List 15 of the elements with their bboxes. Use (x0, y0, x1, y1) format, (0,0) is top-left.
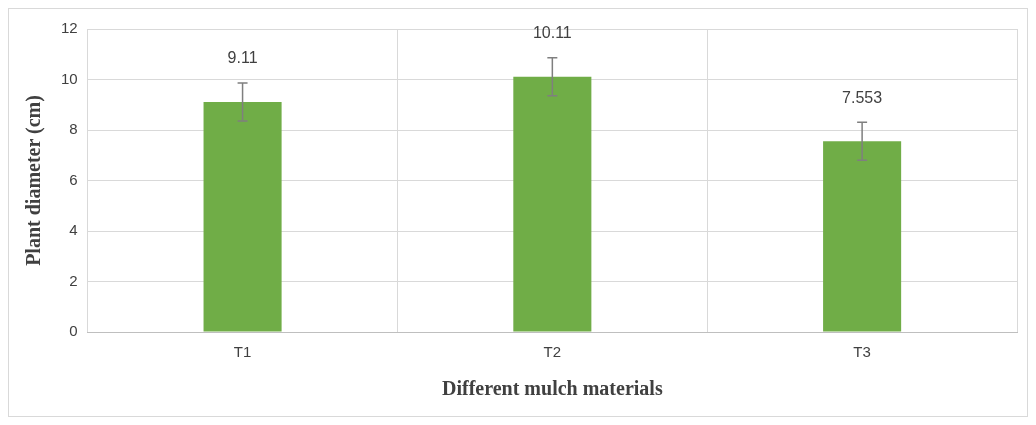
y-tick-label: 10 (61, 69, 78, 87)
data-label: 9.11 (227, 49, 258, 67)
y-tick-label: 12 (61, 19, 78, 37)
data-label: 10.11 (532, 24, 572, 42)
y-tick-label: 0 (69, 322, 78, 340)
y-tick-label: 6 (69, 170, 78, 188)
x-tick-label: T2 (543, 343, 562, 361)
x-tick-label: T1 (233, 343, 252, 361)
y-axis-title: Plant diameter (cm) (22, 95, 46, 266)
y-tick-label: 8 (69, 120, 78, 138)
x-axis-title: Different mulch materials (442, 377, 663, 400)
data-label: 7.553 (842, 88, 883, 106)
y-tick-label: 4 (69, 221, 78, 239)
y-tick-label: 2 (69, 271, 78, 289)
x-tick-label: T3 (853, 343, 871, 361)
